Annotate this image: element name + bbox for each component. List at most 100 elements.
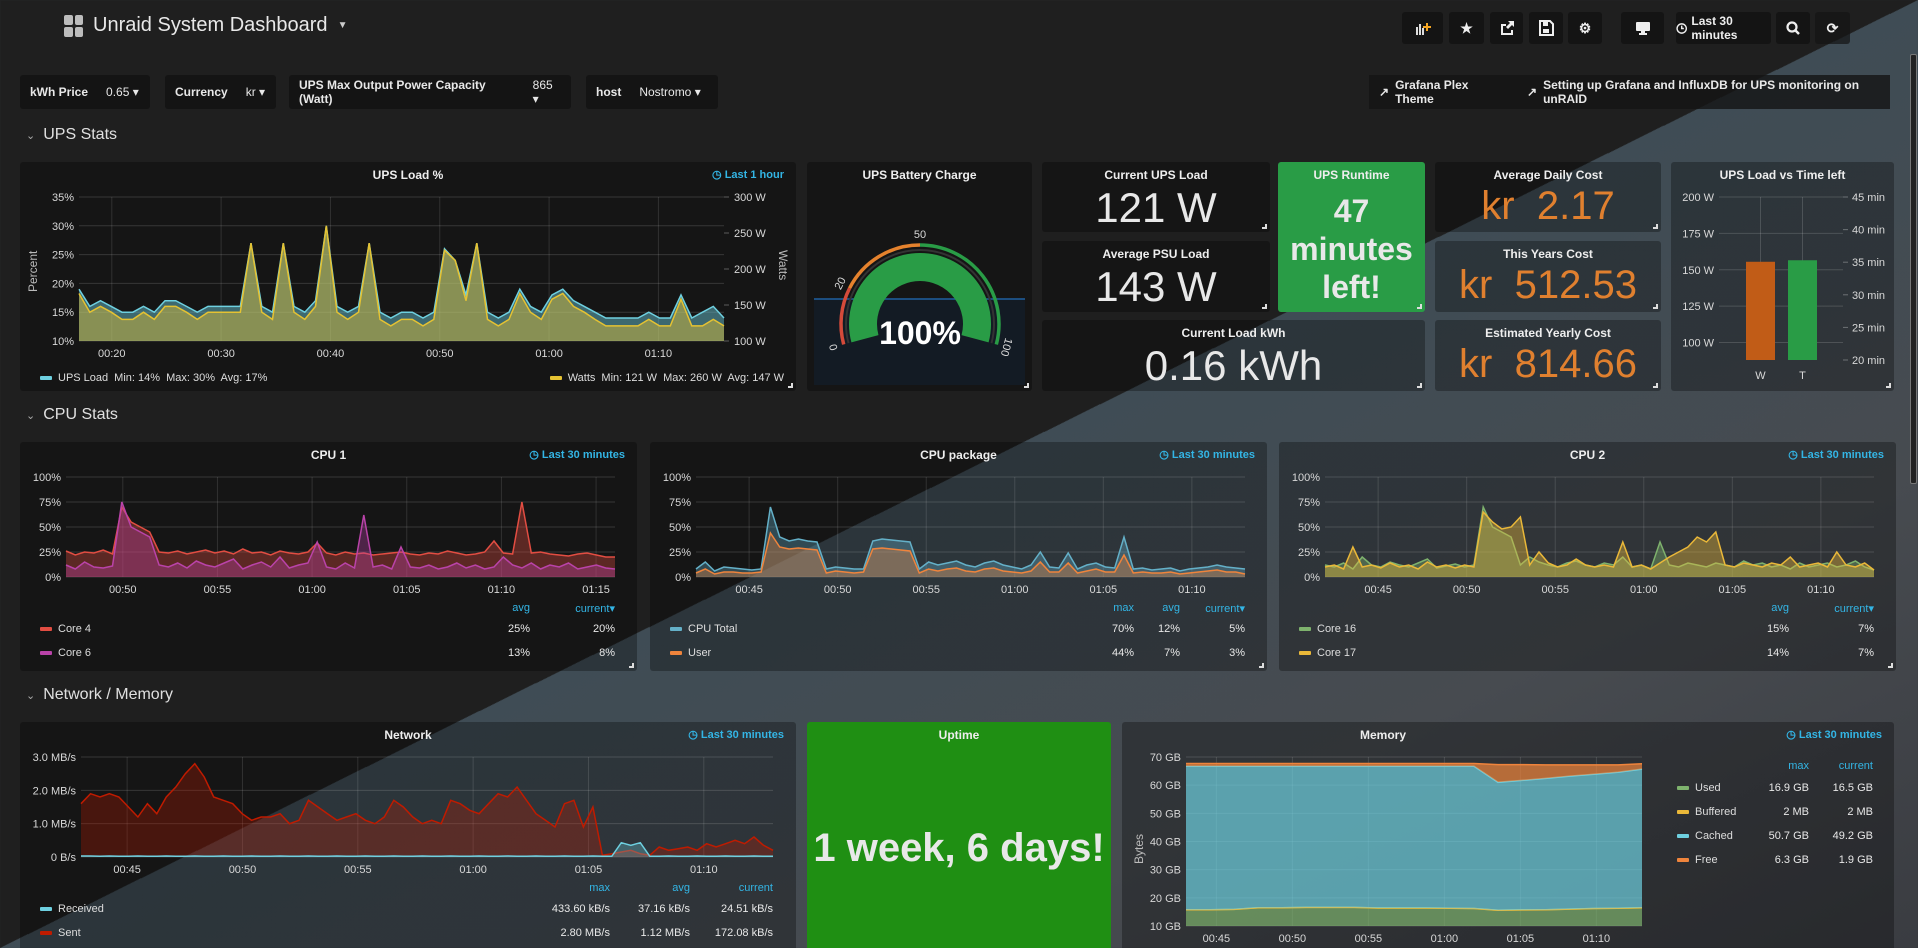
series-area xyxy=(1186,907,1642,926)
legend-value: 12% xyxy=(1157,623,1180,635)
legend-item[interactable]: Core 16 xyxy=(1299,623,1356,635)
row-header-ups-stats[interactable]: ⌄ UPS Stats xyxy=(26,126,117,144)
legend-item[interactable]: Received xyxy=(40,903,104,915)
legend-item[interactable]: Core 6 xyxy=(40,647,91,659)
variable-host[interactable]: host Nostromo ▾ xyxy=(586,75,718,109)
legend-value: 2 MB xyxy=(1847,806,1873,818)
legend-item[interactable]: Free xyxy=(1677,854,1718,866)
stat-value: kr 814.66 xyxy=(1459,342,1637,386)
x-tick-label: 01:10 xyxy=(488,584,516,596)
zoom-out-button[interactable] xyxy=(1776,12,1810,44)
variable-currency[interactable]: Currency kr ▾ xyxy=(165,75,276,109)
save-button[interactable] xyxy=(1529,12,1563,44)
star-button[interactable]: ★ xyxy=(1449,12,1484,44)
y-axis-label: Percent xyxy=(26,250,40,292)
resize-handle[interactable] xyxy=(1262,304,1267,309)
legend-column-header[interactable]: current xyxy=(738,882,773,894)
x-tick-label: 00:50 xyxy=(109,584,137,596)
legend-column-header[interactable]: avg xyxy=(1771,602,1789,614)
variable-value[interactable]: 865 ▾ xyxy=(532,78,553,106)
resize-handle[interactable] xyxy=(629,663,634,668)
resize-handle[interactable] xyxy=(1886,383,1891,388)
variable-value[interactable]: 0.65 ▾ xyxy=(106,85,139,99)
legend-column-header[interactable]: current xyxy=(1838,760,1873,772)
tv-mode-button[interactable] xyxy=(1621,12,1664,44)
time-range-badge[interactable]: ◷ Last 1 hour xyxy=(712,169,784,181)
legend-label: Core 17 xyxy=(1317,647,1357,659)
legend-column-header[interactable]: avg xyxy=(1162,602,1180,614)
legend-column-header[interactable]: current▾ xyxy=(575,603,615,615)
settings-button[interactable]: ⚙ xyxy=(1568,12,1602,44)
time-range-badge[interactable]: ◷ Last 30 minutes xyxy=(529,449,625,461)
panel-cpu2: CPU 2 ◷ Last 30 minutes 0% 25% 50% 75% 100% 0… xyxy=(1279,442,1896,671)
row-header-network-memory[interactable]: ⌄ Network / Memory xyxy=(26,686,173,704)
x-tick-label: 00:55 xyxy=(204,584,232,596)
add-panel-button[interactable] xyxy=(1402,12,1443,44)
time-picker-button[interactable]: Last 30 minutes xyxy=(1676,12,1771,44)
scrollbar[interactable] xyxy=(1910,54,1917,484)
time-range-badge[interactable]: ◷ Last 30 minutes xyxy=(1159,449,1255,461)
variable-ups-capacity[interactable]: UPS Max Output Power Capacity (Watt) 865 … xyxy=(289,75,571,109)
resize-handle[interactable] xyxy=(1653,304,1658,309)
legend-item[interactable]: Core 4 xyxy=(40,623,91,635)
panel-uptime: Uptime 1 week, 6 days! xyxy=(807,722,1111,948)
series-area xyxy=(1325,507,1874,577)
legend-label: Core 4 xyxy=(58,623,92,635)
resize-handle[interactable] xyxy=(1888,663,1893,668)
resize-handle[interactable] xyxy=(1259,663,1264,668)
legend-item[interactable]: UPS Load Min: 14% Max: 30% Avg: 17% xyxy=(40,372,267,384)
time-range-badge[interactable]: ◷ Last 30 minutes xyxy=(1786,729,1882,741)
legend-column-header[interactable]: avg xyxy=(512,602,530,614)
time-range-badge[interactable]: ◷ Last 30 minutes xyxy=(1788,449,1884,461)
ups-vs-time-chart: 100 W 125 W 150 W 175 W 200 W 20 min 25 min 30 … xyxy=(1682,192,1885,382)
legend-item[interactable]: Core 17 xyxy=(1299,647,1356,659)
legend-column-header[interactable]: current▾ xyxy=(1834,603,1874,615)
legend-value: 50.7 GB xyxy=(1768,830,1809,842)
chevron-down-icon: ⌄ xyxy=(26,409,36,422)
row-header-cpu-stats[interactable]: ⌄ CPU Stats xyxy=(26,406,118,424)
legend-column-header[interactable]: max xyxy=(1788,760,1809,772)
legend-item[interactable]: Cached xyxy=(1677,830,1733,842)
legend-item[interactable]: CPU Total xyxy=(670,623,737,635)
link-grafana-plex-theme[interactable]: ↗ Grafana Plex Theme xyxy=(1369,75,1517,109)
y-tick-label: 60 GB xyxy=(1150,780,1181,792)
resize-handle[interactable] xyxy=(1024,383,1029,388)
panel-title: Uptime xyxy=(938,728,980,742)
legend-item[interactable]: User xyxy=(670,647,711,659)
legend-column-header[interactable]: avg xyxy=(672,882,690,894)
chevron-down-icon: ▼ xyxy=(337,20,348,31)
resize-handle[interactable] xyxy=(1417,304,1422,309)
legend-swatch xyxy=(40,627,52,631)
row-title: UPS Stats xyxy=(43,126,118,143)
share-button[interactable] xyxy=(1490,12,1523,44)
cpu2-chart: 0% 25% 50% 75% 100% 00:45 00:50 00:55 01:00 01:05… xyxy=(1292,472,1875,596)
legend-column-header[interactable]: max xyxy=(1113,602,1134,614)
x-tick-label: 00:45 xyxy=(1203,933,1231,945)
resize-handle[interactable] xyxy=(1653,383,1658,388)
panel-title: Memory xyxy=(1359,728,1406,742)
legend-column-header[interactable]: current▾ xyxy=(1205,603,1245,615)
legend-item[interactable]: Buffered xyxy=(1677,806,1736,818)
resize-handle[interactable] xyxy=(1262,224,1267,229)
resize-handle[interactable] xyxy=(1653,224,1658,229)
legend-value: 1.12 MB/s xyxy=(640,927,690,939)
legend-column-header[interactable]: max xyxy=(589,882,610,894)
gauge-threshold-arc xyxy=(919,243,1001,345)
variable-kwh-price[interactable]: kWh Price 0.65 ▾ xyxy=(20,75,150,109)
variable-value[interactable]: kr ▾ xyxy=(245,85,266,99)
gauge-track xyxy=(845,249,995,344)
panel-title: Network xyxy=(384,728,432,742)
variable-value[interactable]: Nostromo ▾ xyxy=(639,85,701,99)
series-area xyxy=(1186,766,1642,911)
link-setup-guide[interactable]: ↗ Setting up Grafana and InfluxDB for UPS… xyxy=(1517,75,1890,109)
x-tick-label: 01:10 xyxy=(690,864,718,876)
time-range-badge[interactable]: ◷ Last 30 minutes xyxy=(688,729,784,741)
legend-item[interactable]: Used xyxy=(1677,782,1721,794)
gauge-tick-label: 0 xyxy=(827,343,840,352)
resize-handle[interactable] xyxy=(788,383,793,388)
resize-handle[interactable] xyxy=(1417,383,1422,388)
legend-item[interactable]: Sent xyxy=(40,927,81,939)
dashboard-title[interactable]: Unraid System Dashboard ▼ xyxy=(64,14,347,37)
refresh-button[interactable]: ⟳ xyxy=(1815,12,1850,44)
legend-item[interactable]: Watts Min: 121 W Max: 260 W Avg: 147 W xyxy=(549,372,784,384)
